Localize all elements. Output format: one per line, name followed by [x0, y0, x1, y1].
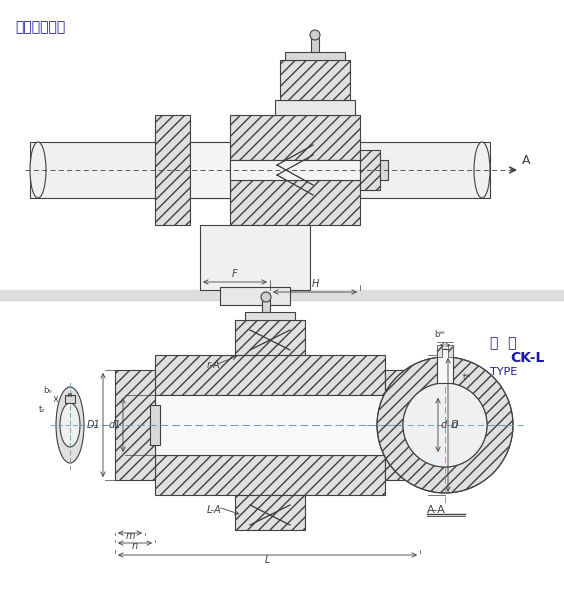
- Text: TYPE: TYPE: [490, 367, 517, 377]
- Bar: [275, 100, 355, 115]
- Text: d: d: [452, 420, 458, 430]
- Bar: [235, 320, 305, 355]
- Text: 安装参考范例: 安装参考范例: [15, 20, 65, 34]
- Text: r-A: r-A: [207, 360, 221, 370]
- Text: d1: d1: [108, 420, 121, 430]
- Ellipse shape: [30, 142, 46, 198]
- Text: H: H: [311, 279, 319, 289]
- Bar: [285, 52, 345, 60]
- Bar: [262, 300, 270, 312]
- Text: D1: D1: [86, 420, 100, 430]
- Ellipse shape: [56, 387, 84, 463]
- Circle shape: [403, 383, 487, 467]
- Circle shape: [403, 383, 487, 467]
- Text: L-A: L-A: [207, 505, 222, 515]
- Bar: [200, 225, 310, 290]
- Bar: [448, 345, 453, 357]
- Text: 型  号: 型 号: [490, 336, 517, 350]
- Bar: [155, 395, 385, 455]
- Ellipse shape: [60, 403, 80, 447]
- Bar: [150, 405, 160, 445]
- Bar: [155, 455, 385, 495]
- Bar: [30, 142, 490, 198]
- Circle shape: [261, 292, 271, 302]
- Text: tᵂ: tᵂ: [463, 373, 472, 383]
- Bar: [235, 495, 305, 530]
- Bar: [311, 38, 319, 52]
- Bar: [437, 349, 453, 383]
- Bar: [380, 160, 388, 180]
- Text: bₙ: bₙ: [43, 386, 52, 395]
- Bar: [230, 180, 360, 225]
- Text: m: m: [125, 531, 135, 541]
- Bar: [230, 115, 360, 160]
- Bar: [155, 355, 385, 395]
- Text: n: n: [132, 541, 138, 551]
- Bar: [360, 150, 380, 190]
- Text: F: F: [232, 269, 238, 279]
- Bar: [437, 345, 442, 357]
- Bar: [280, 60, 350, 100]
- Text: d: d: [441, 420, 447, 430]
- Text: L: L: [265, 555, 270, 565]
- Ellipse shape: [474, 142, 490, 198]
- Bar: [65, 395, 75, 403]
- Circle shape: [377, 357, 513, 493]
- Bar: [385, 370, 420, 480]
- Bar: [245, 312, 295, 320]
- Bar: [230, 160, 360, 180]
- Bar: [220, 287, 290, 305]
- Text: tₙ: tₙ: [38, 405, 45, 414]
- Text: A: A: [522, 154, 531, 167]
- Bar: [190, 142, 230, 198]
- Bar: [420, 415, 430, 435]
- Text: A-A: A-A: [427, 505, 446, 515]
- Text: bᵂ: bᵂ: [435, 330, 446, 339]
- Text: CK-L: CK-L: [510, 351, 544, 365]
- Bar: [155, 115, 190, 225]
- Circle shape: [310, 30, 320, 40]
- Bar: [115, 370, 155, 480]
- Bar: [380, 410, 390, 440]
- Text: D: D: [451, 420, 459, 430]
